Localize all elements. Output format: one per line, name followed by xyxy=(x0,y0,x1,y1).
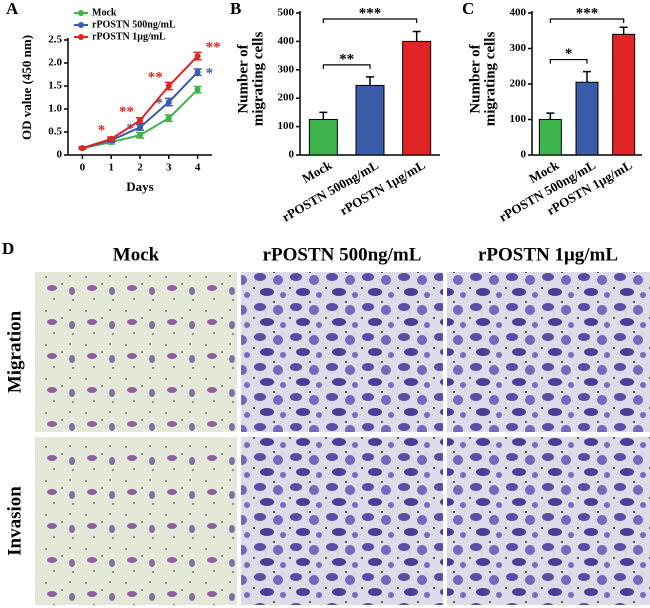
y-axis-label: Number of xyxy=(467,43,483,113)
micrograph xyxy=(447,437,650,605)
legend-label: rPOSTN 500ng/mL xyxy=(92,19,176,30)
micrograph xyxy=(35,437,237,605)
y-tick-label: 0 xyxy=(521,149,527,161)
panel-label: A xyxy=(6,0,19,18)
significance-label: * xyxy=(155,96,163,112)
x-axis-label: Days xyxy=(126,179,153,194)
bar xyxy=(402,40,432,156)
y-axis-label: OD value (450 nm) xyxy=(19,35,34,140)
data-point xyxy=(79,145,86,152)
column-header: Mock xyxy=(113,244,160,265)
y-tick-label: 500 xyxy=(278,7,295,19)
bar xyxy=(538,119,562,156)
panel-label: D xyxy=(2,239,14,258)
comparison-label: ** xyxy=(339,51,354,67)
bar xyxy=(575,81,599,156)
column-header: rPOSTN 500ng/mL xyxy=(263,244,422,265)
micrograph xyxy=(241,272,443,432)
data-point xyxy=(165,115,172,122)
significance-label: * xyxy=(127,121,135,137)
comparison-bracket xyxy=(549,18,625,23)
bar xyxy=(355,84,385,156)
panel-d: D Mock rPOSTN 500ng/mL rPOSTN 1μg/mL Migrat… xyxy=(2,239,650,605)
y-axis-label: migrating cells xyxy=(482,32,498,127)
micrograph xyxy=(35,272,237,432)
y-tick-label: 100 xyxy=(510,113,527,125)
data-point xyxy=(194,53,201,60)
significance-label: ** xyxy=(119,104,134,120)
column-header: rPOSTN 1μg/mL xyxy=(478,244,618,265)
y-tick-label: 1.0 xyxy=(48,103,62,115)
y-tick-label: 400 xyxy=(510,7,527,19)
x-tick-label: 4 xyxy=(195,162,201,174)
y-tick-label: 2.0 xyxy=(48,57,62,69)
comparison-label: *** xyxy=(576,5,599,21)
bar xyxy=(612,33,636,156)
legend-label: rPOSTN 1μg/mL xyxy=(92,31,166,42)
row-header: Migration xyxy=(4,310,25,393)
y-tick-label: 0 xyxy=(57,149,63,161)
data-point xyxy=(108,135,115,142)
x-tick-label: 1 xyxy=(108,162,114,174)
x-tick-label: 3 xyxy=(166,162,172,174)
y-tick-label: 1.5 xyxy=(48,80,62,92)
panel-label: B xyxy=(230,0,241,18)
data-point xyxy=(137,124,143,131)
y-tick-label: 300 xyxy=(278,63,295,75)
y-tick-label: 100 xyxy=(278,120,295,132)
micrograph xyxy=(447,272,650,432)
y-axis-label: migrating cells xyxy=(250,32,266,127)
y-tick-label: 2.5 xyxy=(48,34,62,46)
y-axis-label: Number of xyxy=(235,43,251,113)
data-point xyxy=(165,99,172,106)
data-point xyxy=(194,86,201,93)
data-point xyxy=(137,132,143,139)
legend-marker xyxy=(78,22,84,28)
y-tick-label: 0 xyxy=(289,149,295,161)
significance-label: * xyxy=(98,122,106,138)
row-header: Invasion xyxy=(4,486,25,556)
data-point xyxy=(165,83,172,89)
panel-label: C xyxy=(462,0,474,18)
y-tick-label: 0.5 xyxy=(48,126,62,138)
significance-label: * xyxy=(206,66,214,82)
significance-label: ** xyxy=(148,69,163,85)
comparison-bracket xyxy=(322,18,418,23)
data-point xyxy=(194,69,201,76)
comparison-label: *** xyxy=(359,5,382,21)
significance-label: ** xyxy=(206,40,221,56)
legend-marker xyxy=(78,10,84,16)
comparison-bracket xyxy=(322,64,371,69)
y-tick-label: 200 xyxy=(278,92,295,104)
y-tick-label: 300 xyxy=(510,42,527,54)
y-tick-label: 400 xyxy=(278,35,295,47)
x-tick-label: 2 xyxy=(137,162,143,174)
data-point xyxy=(137,117,143,124)
micrograph xyxy=(241,437,443,605)
comparison-label: * xyxy=(565,46,573,62)
y-tick-label: 200 xyxy=(510,78,527,90)
legend-label: Mock xyxy=(92,7,117,18)
legend-marker xyxy=(78,34,84,40)
x-tick-label: 0 xyxy=(80,162,86,174)
comparison-bracket xyxy=(549,58,588,64)
bar xyxy=(308,119,338,156)
